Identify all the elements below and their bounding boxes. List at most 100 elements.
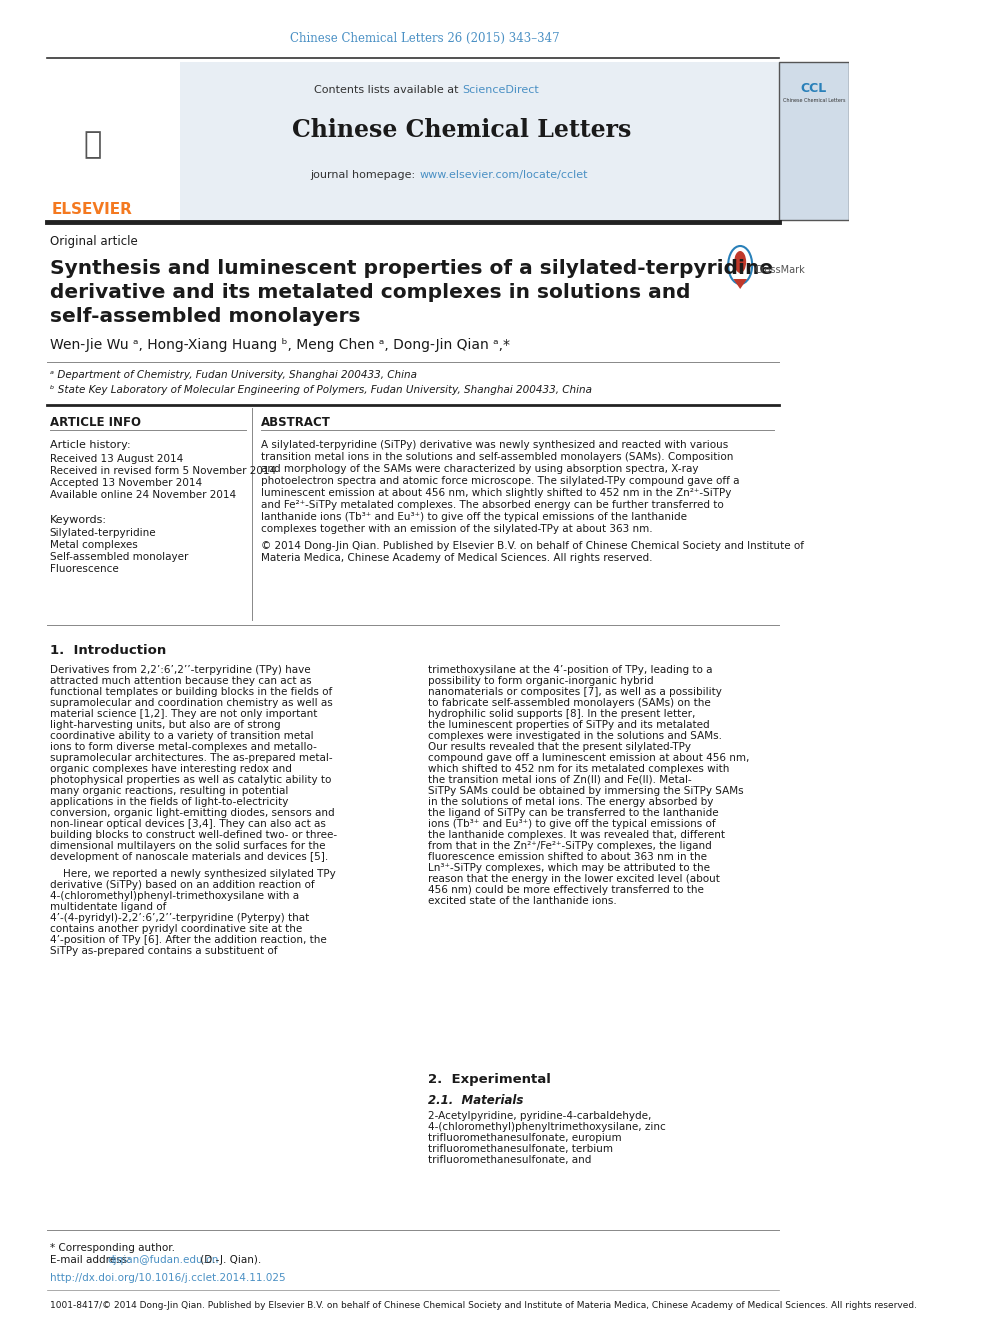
Text: trifluoromethanesulfonate, europium: trifluoromethanesulfonate, europium [428, 1132, 621, 1143]
Text: Received 13 August 2014: Received 13 August 2014 [50, 454, 183, 464]
Text: luminescent emission at about 456 nm, which slightly shifted to 452 nm in the Zn: luminescent emission at about 456 nm, wh… [261, 488, 731, 497]
Text: Chinese Chemical Letters: Chinese Chemical Letters [783, 98, 845, 102]
Text: 456 nm) could be more effectively transferred to the: 456 nm) could be more effectively transf… [428, 885, 703, 894]
Text: ARTICLE INFO: ARTICLE INFO [50, 415, 141, 429]
Text: the transition metal ions of Zn(II) and Fe(II). Metal-: the transition metal ions of Zn(II) and … [428, 775, 691, 785]
Text: trifluoromethanesulfonate, and: trifluoromethanesulfonate, and [428, 1155, 591, 1166]
Text: transition metal ions in the solutions and self-assembled monolayers (SAMs). Com: transition metal ions in the solutions a… [261, 452, 733, 462]
Text: SiTPy SAMs could be obtained by immersing the SiTPy SAMs: SiTPy SAMs could be obtained by immersin… [428, 786, 743, 796]
Text: conversion, organic light-emitting diodes, sensors and: conversion, organic light-emitting diode… [50, 808, 334, 818]
Text: © 2014 Dong-Jin Qian. Published by Elsevier B.V. on behalf of Chinese Chemical S: © 2014 Dong-Jin Qian. Published by Elsev… [261, 541, 804, 550]
Text: CCL: CCL [801, 82, 827, 94]
Bar [47, 62, 180, 220]
Text: derivative and its metalated complexes in solutions and: derivative and its metalated complexes i… [50, 283, 690, 302]
Text: Self-assembled monolayer: Self-assembled monolayer [50, 552, 188, 562]
Text: applications in the fields of light-to-electricity: applications in the fields of light-to-e… [50, 796, 288, 807]
Bar [779, 62, 849, 220]
Text: contains another pyridyl coordinative site at the: contains another pyridyl coordinative si… [50, 923, 302, 934]
Text: light-harvesting units, but also are of strong: light-harvesting units, but also are of … [50, 720, 281, 730]
Ellipse shape [734, 251, 746, 273]
Text: development of nanoscale materials and devices [5].: development of nanoscale materials and d… [50, 852, 328, 863]
Text: Chinese Chemical Letters 26 (2015) 343–347: Chinese Chemical Letters 26 (2015) 343–3… [290, 32, 559, 45]
Text: complexes together with an emission of the silylated-TPy at about 363 nm.: complexes together with an emission of t… [261, 524, 653, 534]
Text: non-linear optical devices [3,4]. They can also act as: non-linear optical devices [3,4]. They c… [50, 819, 325, 830]
Text: material science [1,2]. They are not only important: material science [1,2]. They are not onl… [50, 709, 317, 718]
Text: Chinese Chemical Letters: Chinese Chemical Letters [293, 118, 632, 142]
Text: 4-(chloromethyl)phenyltrimethoxysilane, zinc: 4-(chloromethyl)phenyltrimethoxysilane, … [428, 1122, 666, 1132]
Text: SiTPy as-prepared contains a substituent of: SiTPy as-prepared contains a substituent… [50, 946, 277, 957]
Text: Here, we reported a newly synthesized silylated TPy: Here, we reported a newly synthesized si… [50, 869, 335, 878]
Text: journal homepage:: journal homepage: [310, 169, 420, 180]
Ellipse shape [728, 246, 752, 284]
Text: Metal complexes: Metal complexes [50, 540, 137, 550]
Text: the lanthanide complexes. It was revealed that, different: the lanthanide complexes. It was reveale… [428, 830, 725, 840]
Text: supramolecular and coordination chemistry as well as: supramolecular and coordination chemistr… [50, 699, 332, 708]
Text: 2.  Experimental: 2. Experimental [428, 1073, 551, 1086]
Text: 4’-position of TPy [6]. After the addition reaction, the: 4’-position of TPy [6]. After the additi… [50, 935, 326, 945]
Text: 1001-8417/© 2014 Dong-Jin Qian. Published by Elsevier B.V. on behalf of Chinese : 1001-8417/© 2014 Dong-Jin Qian. Publishe… [50, 1301, 917, 1310]
Text: trimethoxysilane at the 4’-position of TPy, leading to a: trimethoxysilane at the 4’-position of T… [428, 665, 712, 675]
Text: possibility to form organic-inorganic hybrid: possibility to form organic-inorganic hy… [428, 676, 654, 687]
Text: 4-(chloromethyl)phenyl-trimethoxysilane with a: 4-(chloromethyl)phenyl-trimethoxysilane … [50, 890, 299, 901]
Text: A silylated-terpyridine (SiTPy) derivative was newly synthesized and reacted wit: A silylated-terpyridine (SiTPy) derivati… [261, 441, 728, 450]
Text: Wen-Jie Wu ᵃ, Hong-Xiang Huang ᵇ, Meng Chen ᵃ, Dong-Jin Qian ᵃ,*: Wen-Jie Wu ᵃ, Hong-Xiang Huang ᵇ, Meng C… [50, 337, 510, 352]
Text: the ligand of SiTPy can be transferred to the lanthanide: the ligand of SiTPy can be transferred t… [428, 808, 718, 818]
Text: ABSTRACT: ABSTRACT [261, 415, 331, 429]
Text: * Corresponding author.: * Corresponding author. [50, 1244, 175, 1253]
Text: the luminescent properties of SiTPy and its metalated: the luminescent properties of SiTPy and … [428, 720, 709, 730]
Text: Synthesis and luminescent properties of a silylated-terpyridine: Synthesis and luminescent properties of … [50, 258, 773, 278]
Text: ions to form diverse metal-complexes and metallo-: ions to form diverse metal-complexes and… [50, 742, 316, 751]
Text: Original article: Original article [50, 235, 137, 249]
Text: in the solutions of metal ions. The energy absorbed by: in the solutions of metal ions. The ener… [428, 796, 713, 807]
Text: Our results revealed that the present silylated-TPy: Our results revealed that the present si… [428, 742, 690, 751]
Text: and Fe²⁺-SiTPy metalated complexes. The absorbed energy can be further transferr: and Fe²⁺-SiTPy metalated complexes. The … [261, 500, 724, 509]
Text: Available online 24 November 2014: Available online 24 November 2014 [50, 490, 236, 500]
Text: ScienceDirect: ScienceDirect [462, 85, 539, 95]
Text: and morphology of the SAMs were characterized by using absorption spectra, X-ray: and morphology of the SAMs were characte… [261, 464, 698, 474]
Text: 1.  Introduction: 1. Introduction [50, 643, 166, 656]
Text: complexes were investigated in the solutions and SAMs.: complexes were investigated in the solut… [428, 732, 722, 741]
Text: Fluorescence: Fluorescence [50, 564, 118, 574]
Text: building blocks to construct well-defined two- or three-: building blocks to construct well-define… [50, 830, 336, 840]
Text: 2.1.  Materials: 2.1. Materials [428, 1094, 523, 1106]
Text: nanomaterials or composites [7], as well as a possibility: nanomaterials or composites [7], as well… [428, 687, 722, 697]
Text: trifluoromethanesulfonate, terbium: trifluoromethanesulfonate, terbium [428, 1144, 613, 1154]
Text: functional templates or building blocks in the fields of: functional templates or building blocks … [50, 687, 332, 697]
Text: Accepted 13 November 2014: Accepted 13 November 2014 [50, 478, 201, 488]
Text: Silylated-terpyridine: Silylated-terpyridine [50, 528, 157, 538]
Text: multidentate ligand of: multidentate ligand of [50, 902, 166, 912]
Text: E-mail address:: E-mail address: [50, 1256, 134, 1265]
Text: hydrophilic solid supports [8]. In the present letter,: hydrophilic solid supports [8]. In the p… [428, 709, 695, 718]
Text: photophysical properties as well as catalytic ability to: photophysical properties as well as cata… [50, 775, 331, 785]
Text: photoelectron spectra and atomic force microscope. The silylated-TPy compound ga: photoelectron spectra and atomic force m… [261, 476, 739, 486]
Text: Materia Medica, Chinese Academy of Medical Sciences. All rights reserved.: Materia Medica, Chinese Academy of Medic… [261, 553, 653, 564]
Text: http://dx.doi.org/10.1016/j.cclet.2014.11.025: http://dx.doi.org/10.1016/j.cclet.2014.1… [50, 1273, 286, 1283]
Text: compound gave off a luminescent emission at about 456 nm,: compound gave off a luminescent emission… [428, 753, 749, 763]
Text: ᵃ Department of Chemistry, Fudan University, Shanghai 200433, China: ᵃ Department of Chemistry, Fudan Univers… [50, 370, 417, 380]
Text: (D.-J. Qian).: (D.-J. Qian). [196, 1256, 261, 1265]
Text: which shifted to 452 nm for its metalated complexes with: which shifted to 452 nm for its metalate… [428, 763, 729, 774]
Text: ions (Tb³⁺ and Eu³⁺) to give off the typical emissions of: ions (Tb³⁺ and Eu³⁺) to give off the typ… [428, 819, 715, 830]
Text: CrossMark: CrossMark [755, 265, 806, 275]
Text: attracted much attention because they can act as: attracted much attention because they ca… [50, 676, 311, 687]
Text: Keywords:: Keywords: [50, 515, 106, 525]
Text: fluorescence emission shifted to about 363 nm in the: fluorescence emission shifted to about 3… [428, 852, 707, 863]
Text: many organic reactions, resulting in potential: many organic reactions, resulting in pot… [50, 786, 288, 796]
Text: 4’-(4-pyridyl)-2,2’:6’,2’’-terpyridine (Pyterpy) that: 4’-(4-pyridyl)-2,2’:6’,2’’-terpyridine (… [50, 913, 309, 923]
Text: organic complexes have interesting redox and: organic complexes have interesting redox… [50, 763, 292, 774]
Text: supramolecular architectures. The as-prepared metal-: supramolecular architectures. The as-pre… [50, 753, 332, 763]
Text: self-assembled monolayers: self-assembled monolayers [50, 307, 360, 325]
Text: dimensional multilayers on the solid surfaces for the: dimensional multilayers on the solid sur… [50, 841, 325, 851]
Text: reason that the energy in the lower excited level (about: reason that the energy in the lower exci… [428, 875, 720, 884]
Text: 2-Acetylpyridine, pyridine-4-carbaldehyde,: 2-Acetylpyridine, pyridine-4-carbaldehyd… [428, 1111, 651, 1121]
Text: to fabricate self-assembled monolayers (SAMs) on the: to fabricate self-assembled monolayers (… [428, 699, 710, 708]
Text: from that in the Zn²⁺/Fe²⁺-SiTPy complexes, the ligand: from that in the Zn²⁺/Fe²⁺-SiTPy complex… [428, 841, 711, 851]
Text: coordinative ability to a variety of transition metal: coordinative ability to a variety of tra… [50, 732, 313, 741]
Text: Received in revised form 5 November 2014: Received in revised form 5 November 2014 [50, 466, 276, 476]
Text: lanthanide ions (Tb³⁺ and Eu³⁺) to give off the typical emissions of the lanthan: lanthanide ions (Tb³⁺ and Eu³⁺) to give … [261, 512, 687, 523]
Text: Contents lists available at: Contents lists available at [314, 85, 462, 95]
FancyBboxPatch shape [47, 62, 779, 220]
Text: www.elsevier.com/locate/cclet: www.elsevier.com/locate/cclet [420, 169, 588, 180]
Text: Ln³⁺-SiTPy complexes, which may be attributed to the: Ln³⁺-SiTPy complexes, which may be attri… [428, 863, 710, 873]
Text: derivative (SiTPy) based on an addition reaction of: derivative (SiTPy) based on an addition … [50, 880, 314, 890]
